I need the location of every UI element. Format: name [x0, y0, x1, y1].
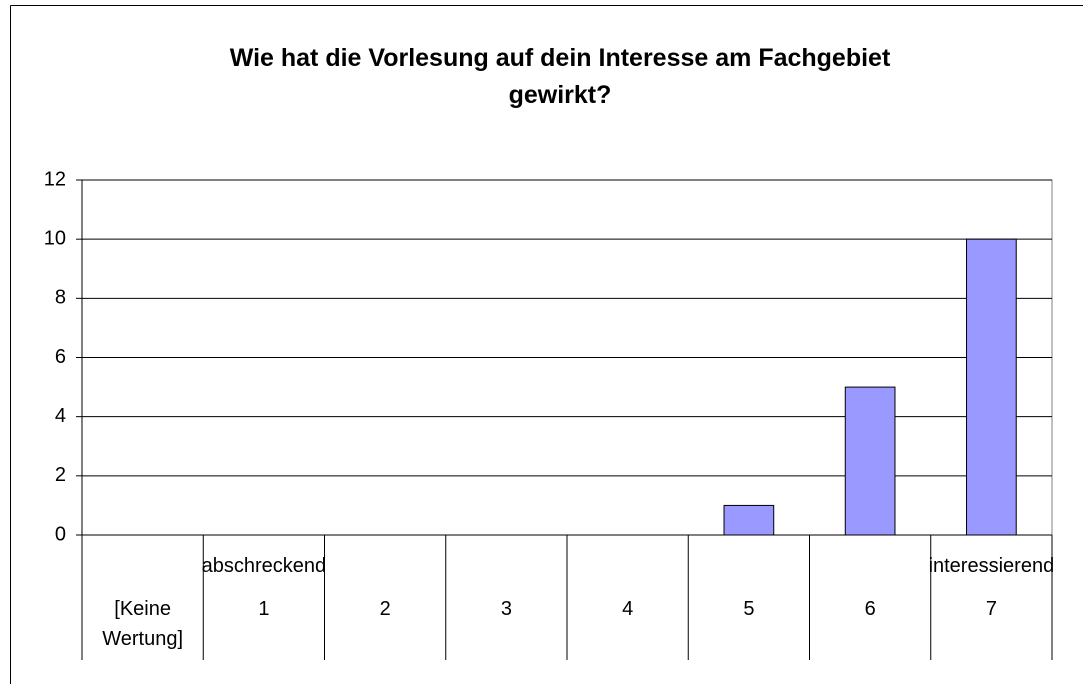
bar [723, 504, 775, 536]
bar [844, 386, 896, 536]
x-tick-label: 5 [743, 598, 755, 620]
x-tick-label: 1 [258, 598, 270, 620]
x-group-label: abschreckend [201, 555, 327, 577]
x-tick-label: 2 [379, 598, 391, 620]
x-tick-label: 3 [500, 598, 512, 620]
x-group-label: interessierend [928, 555, 1055, 577]
y-tick-label: 12 [44, 168, 66, 190]
y-tick-label: 4 [55, 405, 66, 427]
x-tick-label: 6 [864, 598, 876, 620]
y-tick-label: 6 [55, 346, 66, 368]
x-tick-label: 4 [622, 598, 634, 620]
x-tick-label: 7 [985, 598, 997, 620]
x-tick-label: [Keine Wertung] [102, 598, 184, 650]
y-tick-label: 2 [55, 464, 66, 486]
y-tick-label: 0 [55, 523, 66, 545]
y-tick-label: 10 [44, 227, 66, 249]
bar [966, 238, 1017, 536]
y-tick-label: 8 [55, 287, 66, 309]
chart-title: Wie hat die Vorlesung auf dein Interesse… [229, 44, 891, 109]
